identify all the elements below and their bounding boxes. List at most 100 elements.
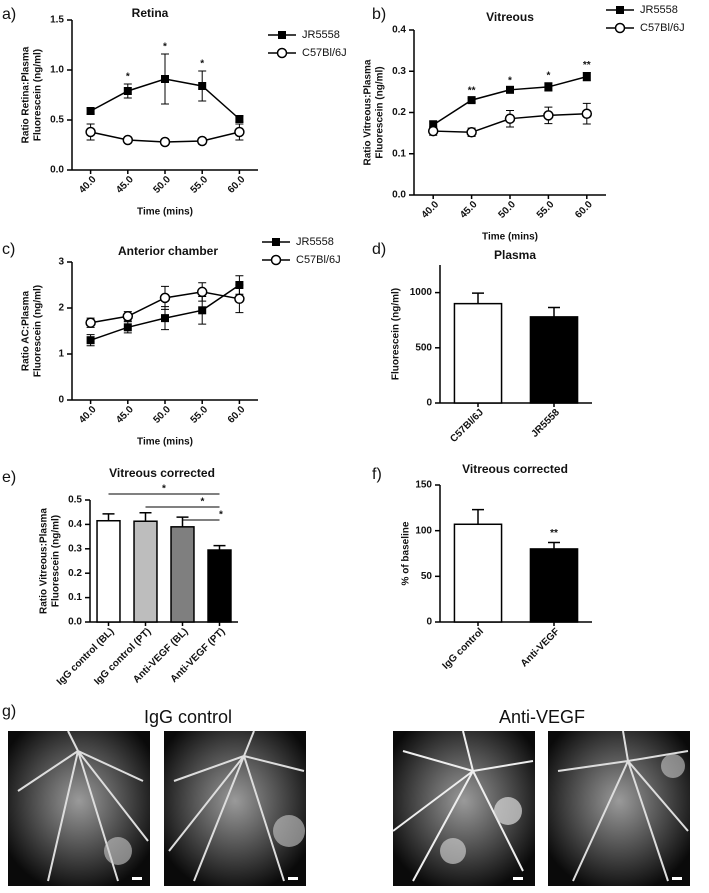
y-tick-label: 150 [415, 480, 432, 491]
legend-marker [616, 6, 624, 14]
x-tick-label: 55.0 [189, 404, 211, 426]
x-axis-label: Time (mins) [137, 207, 193, 218]
significance: ** [468, 86, 476, 97]
marker [85, 126, 96, 138]
significance: * [201, 497, 205, 508]
chart-title: Plasma [494, 248, 536, 262]
fundus-image [548, 730, 690, 886]
legend-label: C57Bl/6J [296, 254, 341, 266]
y-axis-label: Ratio Retina:Plasma [21, 46, 32, 143]
x-tick-label: 60.0 [226, 404, 248, 426]
y-axis-label: % of baseline [401, 521, 412, 585]
error-bar [102, 513, 115, 521]
y-tick-label: 0.1 [68, 592, 82, 603]
marker [427, 125, 439, 137]
y-axis-label: Fluorescein (ng/ml) [33, 285, 44, 377]
significance: * [162, 484, 166, 495]
legend-label: JR5558 [302, 29, 340, 41]
significance: * [200, 59, 204, 70]
x-tick-label: 50.0 [151, 174, 173, 196]
bar [207, 549, 232, 623]
marker [161, 314, 169, 323]
error-bar [139, 511, 152, 522]
group-title: IgG control [144, 707, 232, 727]
panel-label: b) [372, 6, 386, 23]
y-axis-label: Ratio Vitreous:Plasma [39, 508, 50, 614]
group-title: Anti-VEGF [499, 707, 585, 727]
marker [581, 108, 593, 119]
y-tick-label: 1 [58, 349, 64, 360]
x-tick-label: Anti-VEGF [519, 626, 562, 669]
legend-marker [276, 47, 288, 59]
legend-label: JR5558 [640, 4, 678, 16]
fundus-image [8, 730, 150, 886]
error-bar [548, 541, 560, 549]
marker [196, 286, 208, 298]
chart-title: Vitreous corrected [109, 466, 215, 480]
error-bar [176, 516, 189, 527]
y-tick-label: 0 [58, 395, 64, 406]
x-tick-label: JR5558 [529, 407, 562, 440]
y-tick-label: 0.2 [68, 568, 82, 579]
y-tick-label: 0.0 [68, 617, 82, 628]
y-tick-label: 1.0 [50, 65, 64, 76]
marker [467, 96, 476, 105]
marker [466, 127, 477, 138]
x-tick-label: 60.0 [226, 174, 248, 196]
y-tick-label: 1.5 [50, 15, 64, 26]
significance: ** [550, 528, 558, 539]
chart-title: Anterior chamber [118, 244, 218, 258]
bar [133, 520, 158, 623]
marker [161, 75, 169, 83]
bar [529, 548, 579, 623]
x-tick-label: 40.0 [420, 199, 442, 221]
fundus-images [8, 730, 690, 886]
fundus-image [164, 730, 306, 886]
marker [429, 120, 438, 129]
legend-label: C57Bl/6J [640, 22, 685, 34]
x-axis-label: Time (mins) [137, 437, 193, 448]
legend-marker [272, 238, 280, 246]
y-tick-label: 0 [426, 617, 432, 628]
legend-marker [614, 22, 626, 34]
marker [122, 134, 134, 146]
marker [198, 82, 207, 90]
legend-marker [270, 254, 282, 266]
marker [159, 136, 171, 148]
legend-label: JR5558 [296, 236, 334, 248]
marker [543, 110, 554, 121]
marker [86, 107, 95, 115]
y-axis-label: Ratio AC:Plasma [21, 290, 32, 371]
y-tick-label: 0.0 [392, 190, 406, 201]
marker [123, 323, 132, 332]
y-axis-label: Ratio Vitreous:Plasma [363, 59, 374, 165]
y-tick-label: 3 [58, 257, 64, 268]
chart-title: Vitreous [486, 10, 534, 24]
y-tick-label: 0.5 [50, 115, 64, 126]
y-tick-label: 1000 [410, 287, 433, 298]
x-tick-label: 45.0 [114, 174, 136, 196]
x-tick-label: 45.0 [114, 404, 136, 426]
marker [504, 113, 516, 124]
y-tick-label: 500 [415, 342, 432, 353]
error-bar [472, 508, 484, 525]
x-tick-label: 60.0 [573, 199, 595, 221]
significance: * [126, 72, 130, 83]
marker [506, 85, 514, 94]
significance: * [163, 42, 167, 53]
bar [453, 302, 503, 404]
significance: ** [583, 60, 591, 71]
y-tick-label: 0.4 [392, 25, 406, 36]
x-tick-label: 40.0 [77, 174, 99, 196]
legend-label: C57Bl/6J [302, 47, 347, 59]
marker [234, 293, 245, 305]
y-axis-label: Fluorescein (ng/ml) [33, 49, 44, 141]
legend-marker [278, 31, 286, 39]
panel-label: e) [2, 469, 16, 486]
significance: * [508, 75, 512, 86]
x-tick-label: 50.0 [151, 404, 173, 426]
marker [234, 126, 245, 138]
x-tick-label: 55.0 [189, 174, 211, 196]
marker [582, 72, 591, 81]
